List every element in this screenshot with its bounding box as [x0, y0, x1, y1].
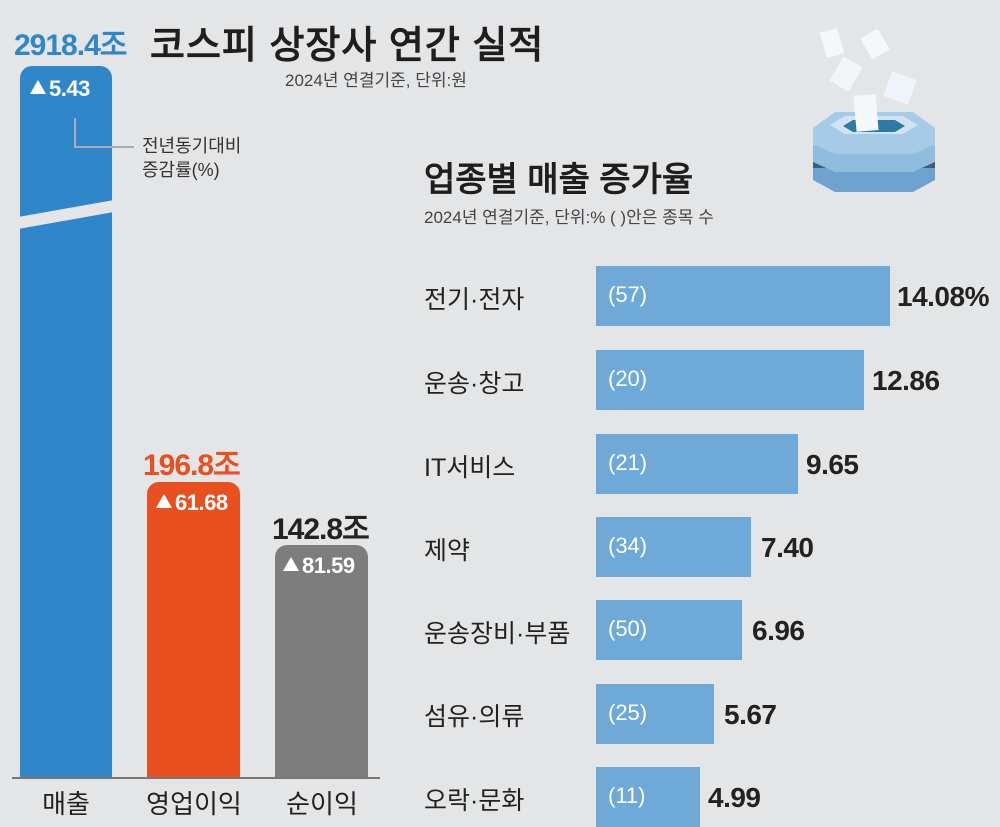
- up-triangle-icon: [30, 80, 46, 94]
- net-profit-change-badge: 81.59: [283, 553, 355, 579]
- revenue-change-badge: 5.43: [30, 76, 90, 102]
- sector-count: (50): [608, 616, 648, 641]
- axis-break-icon: [18, 200, 114, 229]
- revenue-value: 2918.4조: [14, 29, 127, 62]
- annotation-line-1: 전년동기대비: [142, 136, 242, 156]
- up-triangle-icon: [283, 557, 299, 571]
- sector-label: 오락·문화: [424, 787, 525, 815]
- sector-count: (25): [608, 700, 648, 725]
- sector-count: (57): [608, 282, 648, 307]
- operating-profit-bar: [147, 482, 240, 778]
- sector-label: 전기·전자: [424, 286, 525, 314]
- sector-bar: (25): [596, 684, 714, 744]
- category-label-net-profit: 순이익: [286, 789, 358, 819]
- net-profit-value: 142.8조: [272, 513, 370, 546]
- sector-label: IT서비스: [424, 454, 516, 482]
- sector-value: 14.08%: [897, 281, 989, 312]
- sector-count: (34): [608, 533, 648, 558]
- sector-bar: (50): [596, 600, 742, 660]
- sector-bar: (21): [596, 434, 798, 494]
- sector-value: 6.96: [752, 615, 805, 646]
- net-profit-bar: [275, 545, 368, 778]
- sector-count: (11): [608, 783, 646, 808]
- sector-bar: (57): [596, 266, 890, 326]
- operating-profit-value: 196.8조: [143, 449, 241, 482]
- sector-bar: (34): [596, 517, 751, 577]
- annotation-line-2: 증감률(%): [142, 160, 220, 180]
- sector-bar: (11): [596, 767, 700, 827]
- revenue-bar: [20, 66, 112, 778]
- operating-profit-change: 61.68: [175, 490, 228, 515]
- sector-value: 12.86: [872, 365, 940, 396]
- leader-line: [74, 146, 134, 148]
- annotation-text: 전년동기대비 증감률(%): [142, 134, 241, 182]
- leader-line: [74, 118, 76, 148]
- sector-label: 운송·창고: [424, 370, 525, 398]
- sector-bar: (20): [596, 350, 864, 410]
- sector-value: 4.99: [708, 782, 761, 813]
- sector-value: 9.65: [806, 449, 859, 480]
- x-axis-baseline: [12, 777, 380, 779]
- operating-profit-change-badge: 61.68: [156, 490, 228, 516]
- sector-value: 5.67: [724, 699, 777, 730]
- papers-box-illustration-icon: [813, 28, 935, 192]
- sector-label: 섬유·의류: [424, 703, 525, 731]
- sector-count: (21): [608, 450, 648, 475]
- chart-subtitle: 2024년 연결기준, 단위:원: [285, 71, 467, 90]
- up-triangle-icon: [156, 494, 172, 508]
- category-label-operating-profit: 영업이익: [146, 789, 242, 819]
- sector-label: 운송장비·부품: [424, 620, 571, 648]
- sector-count: (20): [608, 366, 648, 391]
- net-profit-change: 81.59: [302, 553, 355, 578]
- chart-title: 코스피 상장사 연간 실적: [150, 25, 545, 67]
- sector-value: 7.40: [761, 532, 814, 563]
- sector-chart-title: 업종별 매출 증가율: [424, 161, 694, 199]
- revenue-change: 5.43: [49, 76, 90, 101]
- category-label-revenue: 매출: [42, 789, 90, 819]
- sector-label: 제약: [424, 537, 471, 565]
- sector-chart-subtitle: 2024년 연결기준, 단위:% ( )안은 종목 수: [424, 208, 714, 227]
